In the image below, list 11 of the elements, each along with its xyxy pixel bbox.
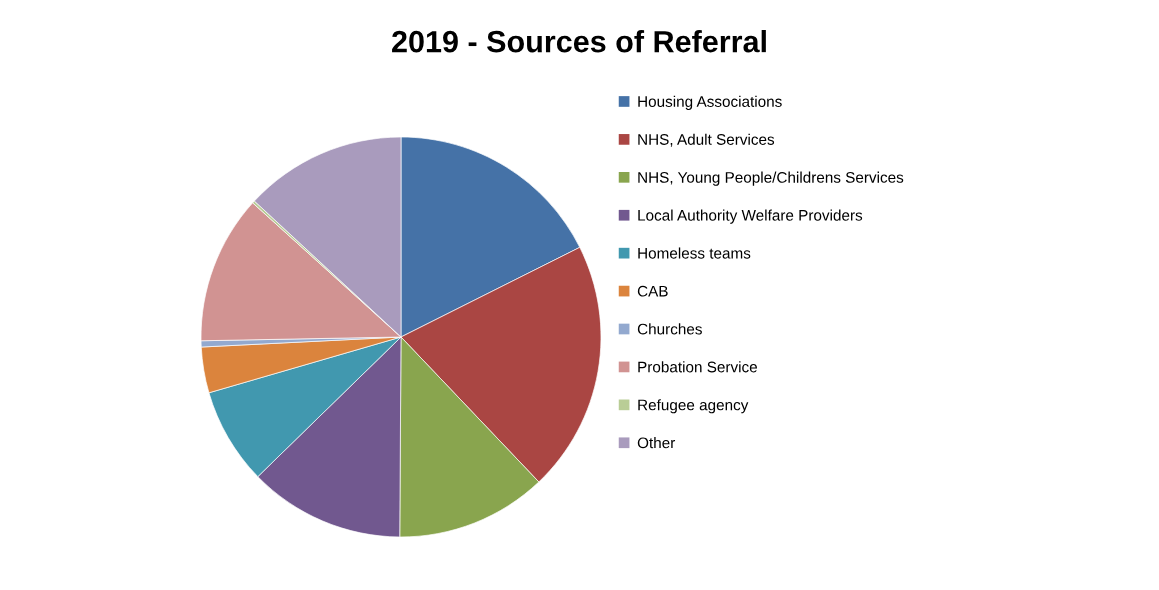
legend-label: NHS, Young People/Childrens Services — [638, 171, 904, 186]
legend-label: CAB — [637, 285, 668, 297]
legend-label: Refugee agency — [638, 399, 749, 414]
legend-label: Churches — [637, 323, 702, 335]
legend-label: Probation Service — [638, 361, 757, 373]
chart-title: 2019 - Sources of Referral — [392, 30, 766, 53]
legend-label: Homeless teams — [638, 247, 751, 259]
legend-label: Local Authority Welfare Providers — [638, 209, 863, 224]
legend-label: Housing Associations — [638, 95, 782, 110]
legend-label: Other — [637, 437, 676, 449]
legend-label: NHS, Adult Services — [638, 133, 775, 147]
